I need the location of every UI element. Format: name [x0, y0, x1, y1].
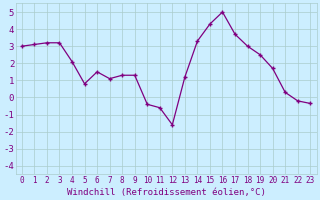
- X-axis label: Windchill (Refroidissement éolien,°C): Windchill (Refroidissement éolien,°C): [67, 188, 266, 197]
